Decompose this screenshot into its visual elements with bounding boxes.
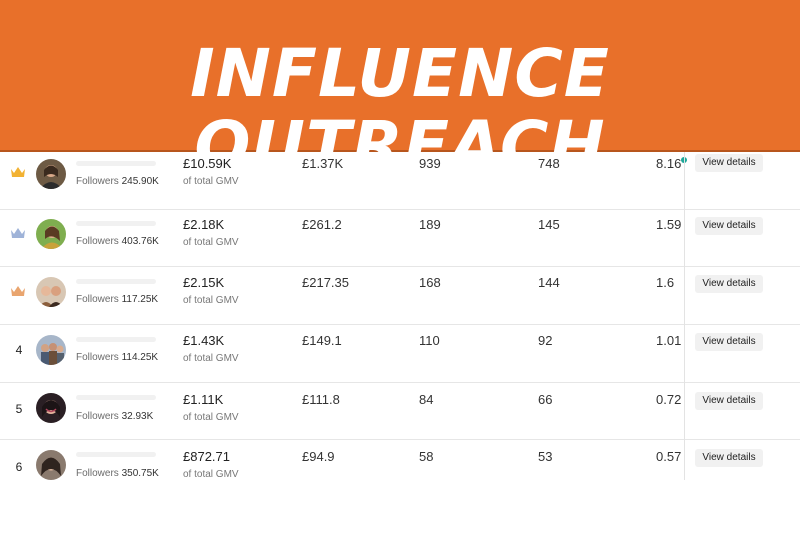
value-4: 1.59 xyxy=(656,217,682,232)
creator-name-blurred xyxy=(76,161,156,166)
value-2: 189 xyxy=(419,217,441,232)
rank-number: 5 xyxy=(15,402,23,416)
table-row: 4 Followers 114.25K £1.43K of total GMV … xyxy=(0,325,800,383)
rank-number: 6 xyxy=(15,460,23,474)
creator-name-blurred xyxy=(76,452,156,457)
value-4: 8.16 xyxy=(656,156,682,171)
value-3: 66 xyxy=(538,392,553,407)
value-4: 0.72 xyxy=(656,392,682,407)
view-details-button[interactable]: View details xyxy=(695,217,763,235)
gmv-value: £2.15K xyxy=(183,275,225,290)
value-2: 58 xyxy=(419,449,434,464)
gmv-note: of total GMV xyxy=(183,353,239,364)
gmv-note: of total GMV xyxy=(183,176,239,187)
value-1: £261.2 xyxy=(302,217,342,232)
table-row: Followers 403.76K £2.18K of total GMV £2… xyxy=(0,209,800,267)
gmv-value: £1.11K xyxy=(183,392,224,407)
banner-title: INFLUENCE OUTREACH xyxy=(190,35,610,184)
gmv-note: of total GMV xyxy=(183,412,239,423)
value-2: 168 xyxy=(419,275,441,290)
table-row: 6 Followers 350.75K £872.71 of total GMV… xyxy=(0,440,800,480)
value-1: £1.37K xyxy=(302,156,344,171)
value-1: £217.35 xyxy=(302,275,349,290)
value-3: 144 xyxy=(538,275,560,290)
gmv-note: of total GMV xyxy=(183,237,239,248)
value-4: 1.6 xyxy=(656,275,675,290)
gmv-note: of total GMV xyxy=(183,469,239,480)
value-3: 145 xyxy=(538,217,560,232)
value-2: 110 xyxy=(419,333,440,348)
followers-count: Followers 114.25K xyxy=(76,352,159,363)
creator-name-blurred xyxy=(76,221,156,226)
value-1: £94.9 xyxy=(302,449,335,464)
value-1: £149.1 xyxy=(302,333,342,348)
avatar xyxy=(36,159,66,189)
gold-crown-icon xyxy=(11,167,25,177)
view-details-button[interactable]: View details xyxy=(695,154,763,172)
value-2: 939 xyxy=(419,156,441,171)
avatar xyxy=(36,335,66,365)
value-3: 53 xyxy=(538,449,553,464)
gmv-value: £872.71 xyxy=(183,449,230,464)
header-banner: INFLUENCE OUTREACH xyxy=(0,0,800,182)
silver-crown-icon xyxy=(11,228,25,238)
gmv-value: £1.43K xyxy=(183,333,225,348)
value-3: 748 xyxy=(538,156,560,171)
view-details-button[interactable]: View details xyxy=(695,449,763,467)
value-3: 92 xyxy=(538,333,553,348)
creator-name-blurred xyxy=(76,337,156,342)
creator-name-blurred xyxy=(76,395,156,400)
gmv-value: £2.18K xyxy=(183,217,225,232)
followers-count: Followers 350.75K xyxy=(76,468,159,479)
table-row: Followers 245.90K £10.59K of total GMV £… xyxy=(0,152,800,210)
view-details-button[interactable]: View details xyxy=(695,333,763,351)
gmv-value: £10.59K xyxy=(183,156,232,171)
creator-name-blurred xyxy=(76,279,156,284)
value-4: 0.57 xyxy=(656,449,682,464)
value-2: 84 xyxy=(419,392,434,407)
followers-count: Followers 32.93K xyxy=(76,411,154,422)
rank-number: 4 xyxy=(15,343,23,357)
avatar xyxy=(36,450,66,480)
value-4: 1.01 xyxy=(656,333,682,348)
avatar xyxy=(36,277,66,307)
bronze-crown-icon xyxy=(11,286,25,296)
avatar xyxy=(36,219,66,249)
value-1: £111.8 xyxy=(302,392,340,407)
view-details-button[interactable]: View details xyxy=(695,275,763,293)
avatar xyxy=(36,393,66,423)
followers-count: Followers 403.76K xyxy=(76,236,159,247)
table-row: 5 Followers 32.93K £1.11K of total GMV £… xyxy=(0,382,800,440)
gmv-note: of total GMV xyxy=(183,295,239,306)
creator-table: Followers 245.90K £10.59K of total GMV £… xyxy=(0,152,800,480)
followers-count: Followers 117.25K xyxy=(76,294,159,305)
sticky-column-divider xyxy=(684,152,685,480)
table-row: Followers 117.25K £2.15K of total GMV £2… xyxy=(0,267,800,325)
view-details-button[interactable]: View details xyxy=(695,392,763,410)
followers-count: Followers 245.90K xyxy=(76,176,159,187)
